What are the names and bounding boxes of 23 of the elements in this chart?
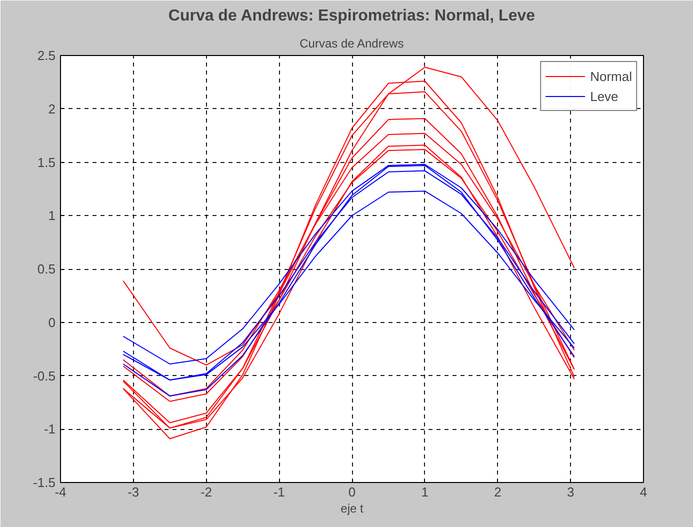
y-tick-label: -0.5	[33, 368, 56, 384]
x-tick-label: -1	[273, 484, 285, 500]
y-tick-label: 1	[48, 208, 56, 224]
x-tick-label: 4	[640, 484, 648, 500]
y-tick-label: 2.5	[37, 48, 56, 63]
x-axis-title: eje t	[340, 502, 364, 516]
legend-label: Normal	[590, 68, 632, 84]
x-tick-label: -2	[200, 484, 212, 500]
x-tick-label: -4	[54, 484, 66, 500]
x-tick-label: 2	[494, 484, 502, 500]
y-tick-label: 2	[48, 101, 56, 116]
chart-subtitle: Curvas de Andrews	[300, 36, 404, 50]
y-tick-label: 0	[48, 314, 56, 330]
y-tick-label: 0.5	[37, 262, 56, 276]
chart-title: Curva de Andrews: Espirometrias: Normal, Leve	[168, 8, 536, 24]
x-tick-label: -3	[128, 484, 140, 500]
y-tick-label: 1.5	[37, 154, 56, 170]
legend-label: Leve	[590, 88, 618, 104]
y-tick-label: -1	[44, 422, 56, 437]
x-tick-label: 1	[421, 484, 428, 500]
x-tick-label: 0	[348, 484, 356, 500]
y-tick-label: -1.5	[33, 475, 56, 490]
x-tick-label: 3	[567, 484, 574, 500]
